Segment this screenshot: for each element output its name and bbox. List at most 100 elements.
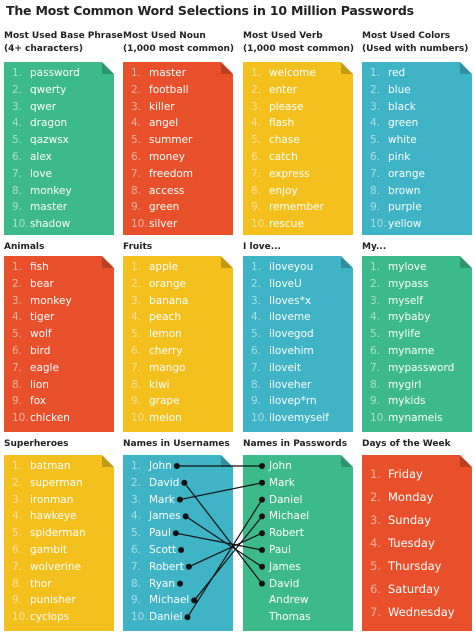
rank-number: 7. [251, 167, 262, 180]
list-word: monkey [30, 294, 72, 307]
rank-number: 6. [131, 345, 142, 357]
rank-number: 3. [370, 294, 381, 307]
panel-card: 1. John 2. David 3. Mark 4. James 5. Paul 6. Scott 7… [123, 455, 233, 631]
list-word: alex [30, 151, 52, 163]
list-word: fish [30, 261, 49, 273]
panel-heading: (1,000 most common) [243, 44, 355, 54]
rank-number: 1. [251, 261, 262, 273]
rank-number: 4. [12, 510, 23, 523]
rank-number: 7. [370, 361, 381, 374]
rank-number: 5. [370, 328, 381, 341]
rank-number: 3. [12, 294, 23, 307]
list-word: rescue [269, 218, 304, 231]
link-line [179, 482, 263, 501]
list-word: pink [388, 151, 411, 163]
list-word: love [30, 167, 53, 180]
rank-number: 2. [12, 476, 23, 489]
list-word: Sunday [388, 513, 432, 527]
rank-number: 6. [12, 345, 23, 357]
list-word: spiderman [30, 527, 86, 540]
list-word: orange [149, 277, 186, 290]
panel-heading: Days of the Week [362, 439, 451, 449]
rank-number: 5. [370, 134, 381, 147]
rank-number: 8. [12, 378, 23, 391]
panel-heading: Superheroes [4, 439, 69, 449]
list-word: thor [30, 577, 52, 590]
rank-number: 3. [131, 100, 142, 113]
list-word: dragon [30, 117, 68, 130]
list-word: bear [30, 277, 54, 290]
list-word: Daniel [149, 611, 183, 624]
rank-number: 10. [12, 611, 29, 624]
list-word: ilovegod [269, 328, 314, 341]
rank-number: 2. [370, 83, 381, 96]
rank-number: 4. [251, 117, 262, 130]
list-word: batman [30, 460, 71, 472]
rank-number: 10. [131, 611, 148, 624]
rank-number: 3. [12, 493, 23, 506]
list-word: ilovehim [269, 345, 314, 357]
list-word: flash [269, 117, 295, 130]
rank-number: 10. [370, 218, 387, 231]
list-word: black [388, 100, 416, 113]
rank-number: 1. [12, 460, 23, 472]
rank-number: 4. [131, 510, 142, 523]
rank-number: 8. [131, 378, 142, 391]
rank-number: 5. [12, 328, 23, 341]
rank-number: 8. [370, 378, 381, 391]
rank-number: 2. [251, 83, 262, 96]
list-word: Ryan [149, 577, 176, 590]
panel-card: 1. batman 2. superman 3. ironman 4. hawkeye 5. sp… [4, 455, 114, 631]
list-word: myself [388, 294, 423, 307]
rank-number: 5. [251, 134, 262, 147]
list-word: green [149, 201, 180, 214]
list-word: wolverine [30, 560, 81, 573]
list-word: mynameis [388, 412, 443, 425]
rank-number: 4. [251, 311, 262, 324]
rank-number: 1. [12, 261, 23, 273]
rank-number: 3. [251, 100, 262, 113]
list-word: Friday [388, 467, 423, 481]
list-word: chicken [30, 412, 70, 425]
panel-heading: Most Used Colors [362, 31, 451, 41]
list-word: iloveher [269, 378, 312, 391]
rank-number: 7. [12, 167, 23, 180]
list-word: silver [149, 218, 178, 231]
panel-heading: I love... [243, 242, 281, 252]
list-word: ilovep*rn [269, 395, 317, 408]
list-word: money [149, 151, 185, 163]
rank-number: 6. [370, 582, 381, 596]
list-word: mybaby [388, 311, 431, 324]
list-word: Wednesday [388, 605, 455, 619]
list-word: myname [388, 345, 435, 357]
rank-number: 4. [131, 117, 142, 130]
panel-card: 1. password 2. qwerty 3. qwer 4. dragon 5. qazwsx… [4, 62, 114, 235]
panel-card: 1. apple 2. orange 3. banana 4. peach 5. lemon 6. c… [123, 256, 233, 432]
list-word: summer [149, 134, 193, 147]
rank-number: 5. [12, 134, 23, 147]
list-word: IloveU [269, 277, 302, 290]
list-word: eagle [30, 361, 59, 374]
list-word: Robert [269, 527, 304, 540]
list-word: remember [269, 201, 324, 214]
rank-number: 7. [131, 167, 142, 180]
rank-number: 4. [131, 311, 142, 324]
list-word: master [30, 201, 68, 214]
list-word: Mark [149, 493, 175, 506]
list-word: iloveit [269, 361, 301, 374]
rank-number: 2. [12, 83, 23, 96]
list-word: mykids [388, 395, 426, 408]
list-word: cherry [149, 345, 183, 357]
panel-card: 1. mylove 2. mypass 3. myself 4. mybaby 5. mylife… [362, 256, 472, 432]
link-line [193, 516, 263, 601]
rank-number: 8. [12, 184, 23, 197]
rank-number: 8. [251, 184, 262, 197]
link-dot [178, 547, 185, 553]
rank-number: 5. [251, 328, 262, 341]
rank-number: 3. [370, 513, 381, 527]
list-word: kiwi [149, 378, 170, 391]
list-word: welcome [269, 67, 316, 79]
list-word: superman [30, 476, 83, 489]
rank-number: 2. [251, 277, 262, 290]
